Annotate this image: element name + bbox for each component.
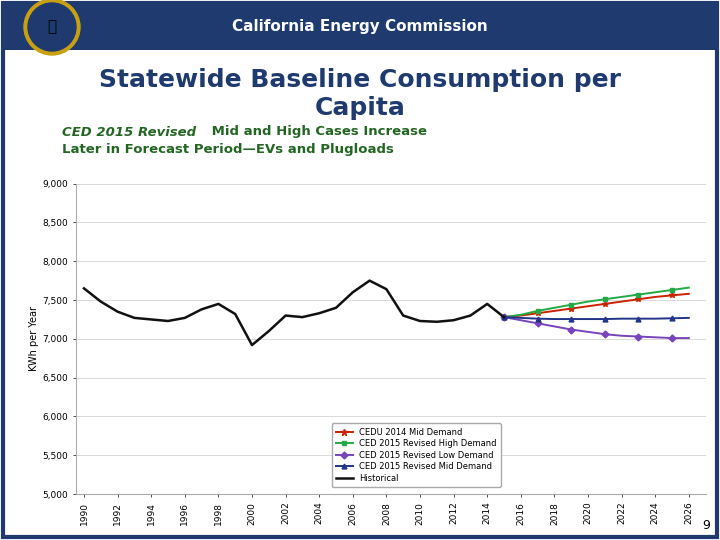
Bar <box>3 3 717 50</box>
Text: California Energy Commission: California Energy Commission <box>232 19 488 35</box>
Circle shape <box>28 3 76 51</box>
Legend: CEDU 2014 Mid Demand, CED 2015 Revised High Demand, CED 2015 Revised Low Demand,: CEDU 2014 Mid Demand, CED 2015 Revised H… <box>332 423 501 487</box>
Text: 9: 9 <box>702 519 710 532</box>
Text: Mid and High Cases Increase: Mid and High Cases Increase <box>207 125 427 138</box>
Circle shape <box>24 0 80 55</box>
Text: Capita: Capita <box>315 96 405 120</box>
Text: Later in Forecast Period—EVs and Plugloads: Later in Forecast Period—EVs and Plugloa… <box>62 143 394 156</box>
Text: CED 2015 Revised: CED 2015 Revised <box>62 125 196 138</box>
Text: Statewide Baseline Consumption per: Statewide Baseline Consumption per <box>99 68 621 92</box>
Y-axis label: KWh per Year: KWh per Year <box>30 306 40 372</box>
Text: 🐻: 🐻 <box>48 19 57 35</box>
